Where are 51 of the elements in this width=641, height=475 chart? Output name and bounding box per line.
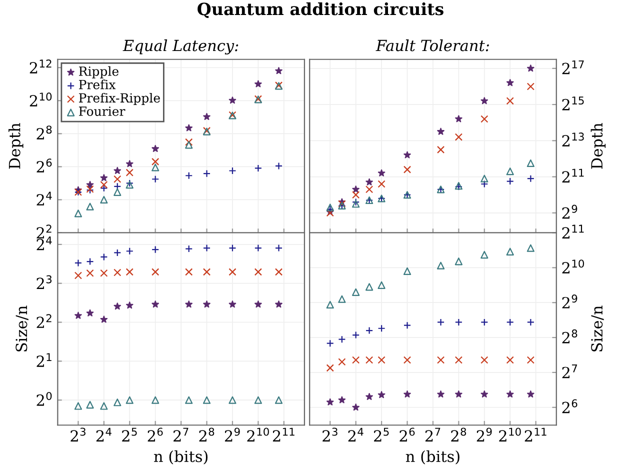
x-tick-label: 2$^{4}$ (348, 428, 364, 442)
y-tick-label: 2$^{12}$ (30, 60, 52, 74)
legend-label: Fourier (79, 106, 126, 116)
x-tick-label: 2$^{9}$ (224, 428, 240, 442)
x-tick-label: 2$^{3}$ (322, 428, 338, 442)
y-tick-label: 2$^{2}$ (36, 314, 52, 328)
y-axis-title: Depth (590, 122, 606, 169)
y-tick-label: 2$^{1}$ (36, 353, 52, 367)
y-tick-label: 2$^{4}$ (36, 192, 52, 206)
x-tick-label: 2$^{7}$ (425, 428, 440, 442)
y-tick-label: 2$^{8}$ (562, 329, 578, 344)
y-tick-label: 2$^{6}$ (562, 399, 578, 414)
y-tick-label: 2$^{0}$ (36, 392, 52, 406)
x-tick-label: 2$^{4}$ (96, 428, 112, 442)
x-tick-label: 2$^{6}$ (148, 428, 163, 442)
x-tick-label: 2$^{5}$ (374, 428, 389, 442)
legend-label: Prefix (79, 80, 116, 90)
x-tick-label: 2$^{7}$ (174, 428, 188, 442)
x-tick-label: 2$^{5}$ (122, 428, 137, 442)
y-tick-label: 2$^{17}$ (562, 60, 584, 74)
x-tick-label: 2$^{10}$ (499, 428, 521, 442)
y-tick-label: 2$^{15}$ (562, 96, 584, 110)
y-tick-label: 2$^{8}$ (36, 126, 52, 140)
x-tick-label: 2$^{11}$ (524, 428, 546, 442)
y-axis-title: Size/n (16, 306, 28, 352)
chart-title: Quantum addition circuits (198, 2, 444, 18)
legend-label: Ripple (79, 66, 118, 78)
y-tick-label: 2$^{10}$ (30, 92, 52, 106)
y-tick-label: 2$^{9}$ (562, 294, 578, 308)
y-tick-label: 2$^{11}$ (562, 224, 584, 238)
x-axis-title: n (bits) (154, 450, 208, 464)
y-axis-title: Depth (8, 122, 24, 169)
x-tick-label: 2$^{8}$ (199, 428, 214, 442)
x-axis-title: n (bits) (406, 450, 460, 464)
x-tick-label: 2$^{8}$ (451, 428, 466, 442)
legend-label: Prefix-Ripple (79, 92, 160, 106)
y-axis-title: Size/n (591, 306, 604, 352)
x-tick-label: 2$^{6}$ (400, 428, 415, 442)
x-tick-label: 2$^{10}$ (247, 428, 269, 442)
y-tick-label: 2$^{6}$ (36, 158, 52, 172)
x-tick-label: 2$^{11}$ (272, 428, 294, 442)
y-tick-label: 2$^{7}$ (562, 364, 578, 378)
y-tick-label: 2$^{13}$ (562, 132, 584, 146)
y-tick-label: 2$^{3}$ (36, 275, 52, 290)
x-tick-label: 2$^{9}$ (476, 428, 492, 442)
y-tick-label: 2$^{10}$ (562, 260, 584, 274)
y-tick-label: 2$^{11}$ (562, 168, 584, 182)
chart-subtitle: Equal Latency: (122, 39, 238, 54)
y-tick-label: 2$^{9}$ (562, 204, 578, 219)
chart-subtitle: Fault Tolerant: (376, 39, 489, 52)
x-tick-label: 2$^{3}$ (70, 428, 86, 442)
